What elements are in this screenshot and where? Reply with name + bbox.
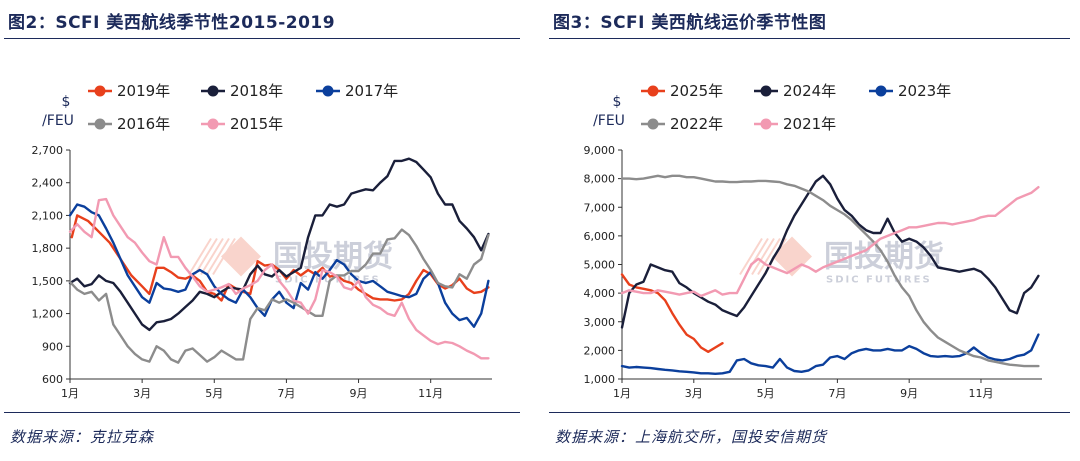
y-tick-label: 600 (42, 373, 63, 386)
x-tick-label: 5月 (205, 387, 223, 400)
title-divider (549, 38, 1070, 39)
watermark-stripe (739, 237, 763, 276)
watermark-stripe (200, 237, 224, 276)
title-divider (4, 38, 520, 39)
y-tick-label: 4,000 (584, 287, 616, 300)
legend-label: 2024年 (783, 82, 836, 100)
y-tick-label: 5,000 (584, 259, 616, 272)
legend-swatch-marker (322, 85, 334, 97)
watermark-stripe (757, 237, 781, 276)
chart-panel-right: 图3：SCFI 美西航线运价季节性图 国投期货 SDIC FUTURES $ /FEU… (545, 0, 1080, 461)
legend-label: 2025年 (670, 82, 723, 100)
legend-label: 2017年 (345, 82, 398, 100)
series-line (620, 273, 724, 353)
x-tick-label: 11月 (418, 387, 443, 400)
y-tick-label: 2,000 (584, 344, 616, 357)
series-line (68, 197, 490, 360)
source-note: 数据来源：克拉克森 (10, 428, 155, 446)
legend-label: 2016年 (117, 115, 170, 133)
y-unit-label: /FEU (42, 113, 74, 129)
legend-label: 2019年 (117, 82, 170, 100)
y-tick-label: 9,000 (584, 144, 616, 157)
x-tick-label: 3月 (133, 387, 151, 400)
legend-swatch-marker (647, 85, 659, 97)
footer-divider (4, 412, 520, 413)
series-line (620, 174, 1040, 368)
watermark-diamond (772, 236, 812, 277)
series-line (68, 203, 490, 328)
x-tick-label: 11月 (968, 387, 993, 400)
watermark-stripe (194, 237, 218, 276)
legend-swatch-marker (207, 85, 219, 97)
series-line (68, 157, 490, 332)
watermark-subtext: SDIC FUTURES (826, 275, 932, 286)
y-tick-label: 2,100 (32, 209, 64, 222)
legend-swatch-marker (760, 118, 772, 130)
y-tick-label: 2,700 (32, 144, 64, 157)
series-line (620, 185, 1040, 298)
y-tick-label: 1,200 (32, 308, 64, 321)
y-tick-label: 7,000 (584, 201, 616, 214)
y-tick-label: 6,000 (584, 230, 616, 243)
legend-label: 2021年 (783, 115, 836, 133)
x-tick-label: 7月 (277, 387, 295, 400)
legend-swatch-marker (207, 118, 219, 130)
legend-label: 2015年 (230, 115, 283, 133)
source-note: 数据来源：上海航交所，国投安信期货 (555, 428, 828, 446)
chart-title: 图2：SCFI 美西航线季节性2015-2019 (8, 13, 336, 33)
y-unit-label: /FEU (593, 113, 625, 129)
legend-label: 2018年 (230, 82, 283, 100)
watermark-subtext: SDIC FUTURES (275, 275, 381, 286)
watermark-text: 国投期货 (273, 240, 393, 275)
legend-label: 2022年 (670, 115, 723, 133)
y-tick-label: 8,000 (584, 173, 616, 186)
watermark-stripe (751, 237, 775, 276)
y-tick-label: 1,800 (32, 242, 64, 255)
footer-divider (549, 412, 1070, 413)
legend-swatch-marker (760, 85, 772, 97)
chart-title: 图3：SCFI 美西航线运价季节性图 (553, 13, 827, 33)
legend-swatch-marker (94, 118, 106, 130)
x-tick-label: 1月 (61, 387, 79, 400)
y-tick-label: 3,000 (584, 316, 616, 329)
x-tick-label: 9月 (900, 387, 918, 400)
y-unit-label: $ (613, 94, 622, 110)
watermark-stripe (188, 237, 212, 276)
chart-panel-left: 图2：SCFI 美西航线季节性2015-2019 国投期货 SDIC FUTURE… (0, 0, 530, 461)
legend-swatch-marker (94, 85, 106, 97)
series-line (68, 228, 490, 364)
legend-swatch-marker (647, 118, 659, 130)
legend-swatch-marker (875, 85, 887, 97)
y-tick-label: 900 (42, 340, 63, 353)
watermark-diamond (221, 236, 261, 277)
x-tick-label: 5月 (757, 387, 775, 400)
x-tick-label: 1月 (613, 387, 631, 400)
y-unit-label: $ (62, 94, 71, 110)
legend-label: 2023年 (898, 82, 951, 100)
y-tick-label: 2,400 (32, 177, 64, 190)
y-tick-label: 1,500 (32, 275, 64, 288)
x-tick-label: 3月 (685, 387, 703, 400)
watermark-stripe (212, 237, 236, 276)
x-tick-label: 7月 (828, 387, 846, 400)
watermark-stripe (206, 237, 230, 276)
x-tick-label: 9月 (350, 387, 368, 400)
series-line (620, 333, 1040, 375)
y-tick-label: 1,000 (584, 373, 616, 386)
